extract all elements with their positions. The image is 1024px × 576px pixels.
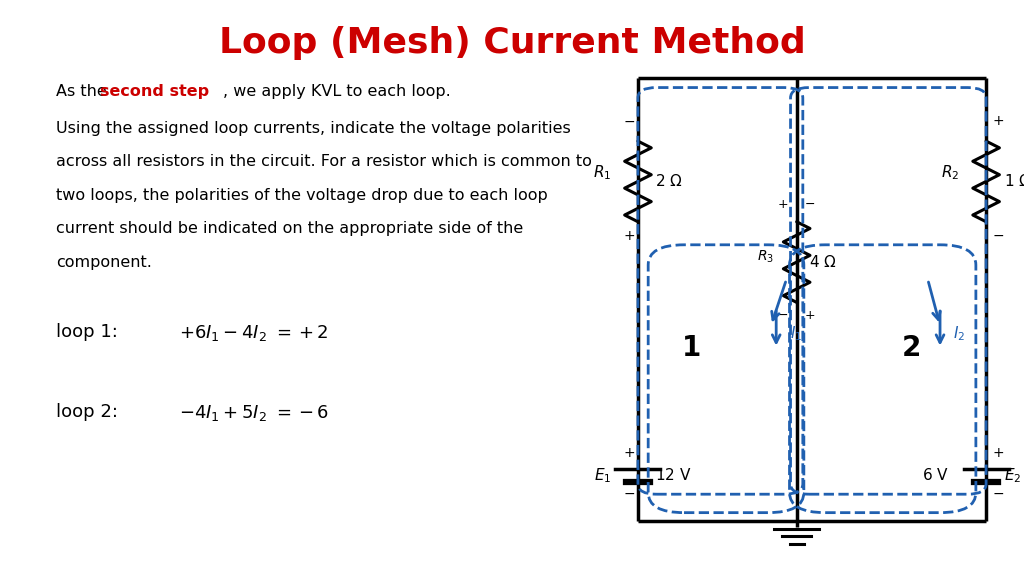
Text: $R_3$: $R_3$ (757, 248, 774, 264)
Text: across all resistors in the circuit. For a resistor which is common to: across all resistors in the circuit. For… (56, 154, 592, 169)
Text: −: − (778, 309, 788, 323)
Text: loop 1:: loop 1: (56, 323, 118, 340)
Text: 1: 1 (682, 335, 701, 362)
Text: +: + (624, 229, 636, 242)
Text: $4\ \Omega$: $4\ \Omega$ (809, 254, 837, 270)
Text: component.: component. (56, 255, 153, 270)
Text: $E_1$: $E_1$ (594, 466, 611, 484)
Text: $I_2$: $I_2$ (953, 325, 966, 343)
Text: $1\ \Omega$: $1\ \Omega$ (1004, 173, 1024, 190)
Text: +: + (778, 198, 788, 211)
Text: , we apply KVL to each loop.: , we apply KVL to each loop. (223, 84, 451, 98)
Text: −: − (624, 115, 636, 128)
Text: $I_1$: $I_1$ (790, 325, 802, 343)
Text: Loop (Mesh) Current Method: Loop (Mesh) Current Method (219, 26, 805, 60)
Text: +: + (992, 446, 1005, 460)
Text: $R_2$: $R_2$ (941, 164, 959, 182)
Text: $E_2$: $E_2$ (1004, 466, 1021, 484)
Text: −: − (992, 229, 1005, 242)
Text: $-4I_1 + 5I_2 \ = -6$: $-4I_1 + 5I_2 \ = -6$ (179, 403, 330, 423)
Text: second step: second step (100, 84, 210, 98)
Text: +: + (805, 309, 815, 323)
Text: 2: 2 (902, 335, 922, 362)
Text: −: − (624, 487, 636, 501)
Text: current should be indicated on the appropriate side of the: current should be indicated on the appro… (56, 221, 523, 236)
Text: +: + (992, 115, 1005, 128)
Text: $2\ \Omega$: $2\ \Omega$ (655, 173, 683, 190)
Text: loop 2:: loop 2: (56, 403, 119, 421)
Text: −: − (805, 198, 815, 211)
Text: $6\ \mathrm{V}$: $6\ \mathrm{V}$ (922, 467, 948, 483)
Text: $12\ \mathrm{V}$: $12\ \mathrm{V}$ (655, 467, 692, 483)
Text: $R_1$: $R_1$ (593, 164, 611, 182)
Text: −: − (992, 487, 1005, 501)
Text: two loops, the polarities of the voltage drop due to each loop: two loops, the polarities of the voltage… (56, 188, 548, 203)
Text: $+6I_1 - 4I_2 \ =+2$: $+6I_1 - 4I_2 \ =+2$ (179, 323, 329, 343)
Text: As the: As the (56, 84, 113, 98)
Text: Using the assigned loop currents, indicate the voltage polarities: Using the assigned loop currents, indica… (56, 121, 571, 136)
Text: +: + (624, 446, 636, 460)
